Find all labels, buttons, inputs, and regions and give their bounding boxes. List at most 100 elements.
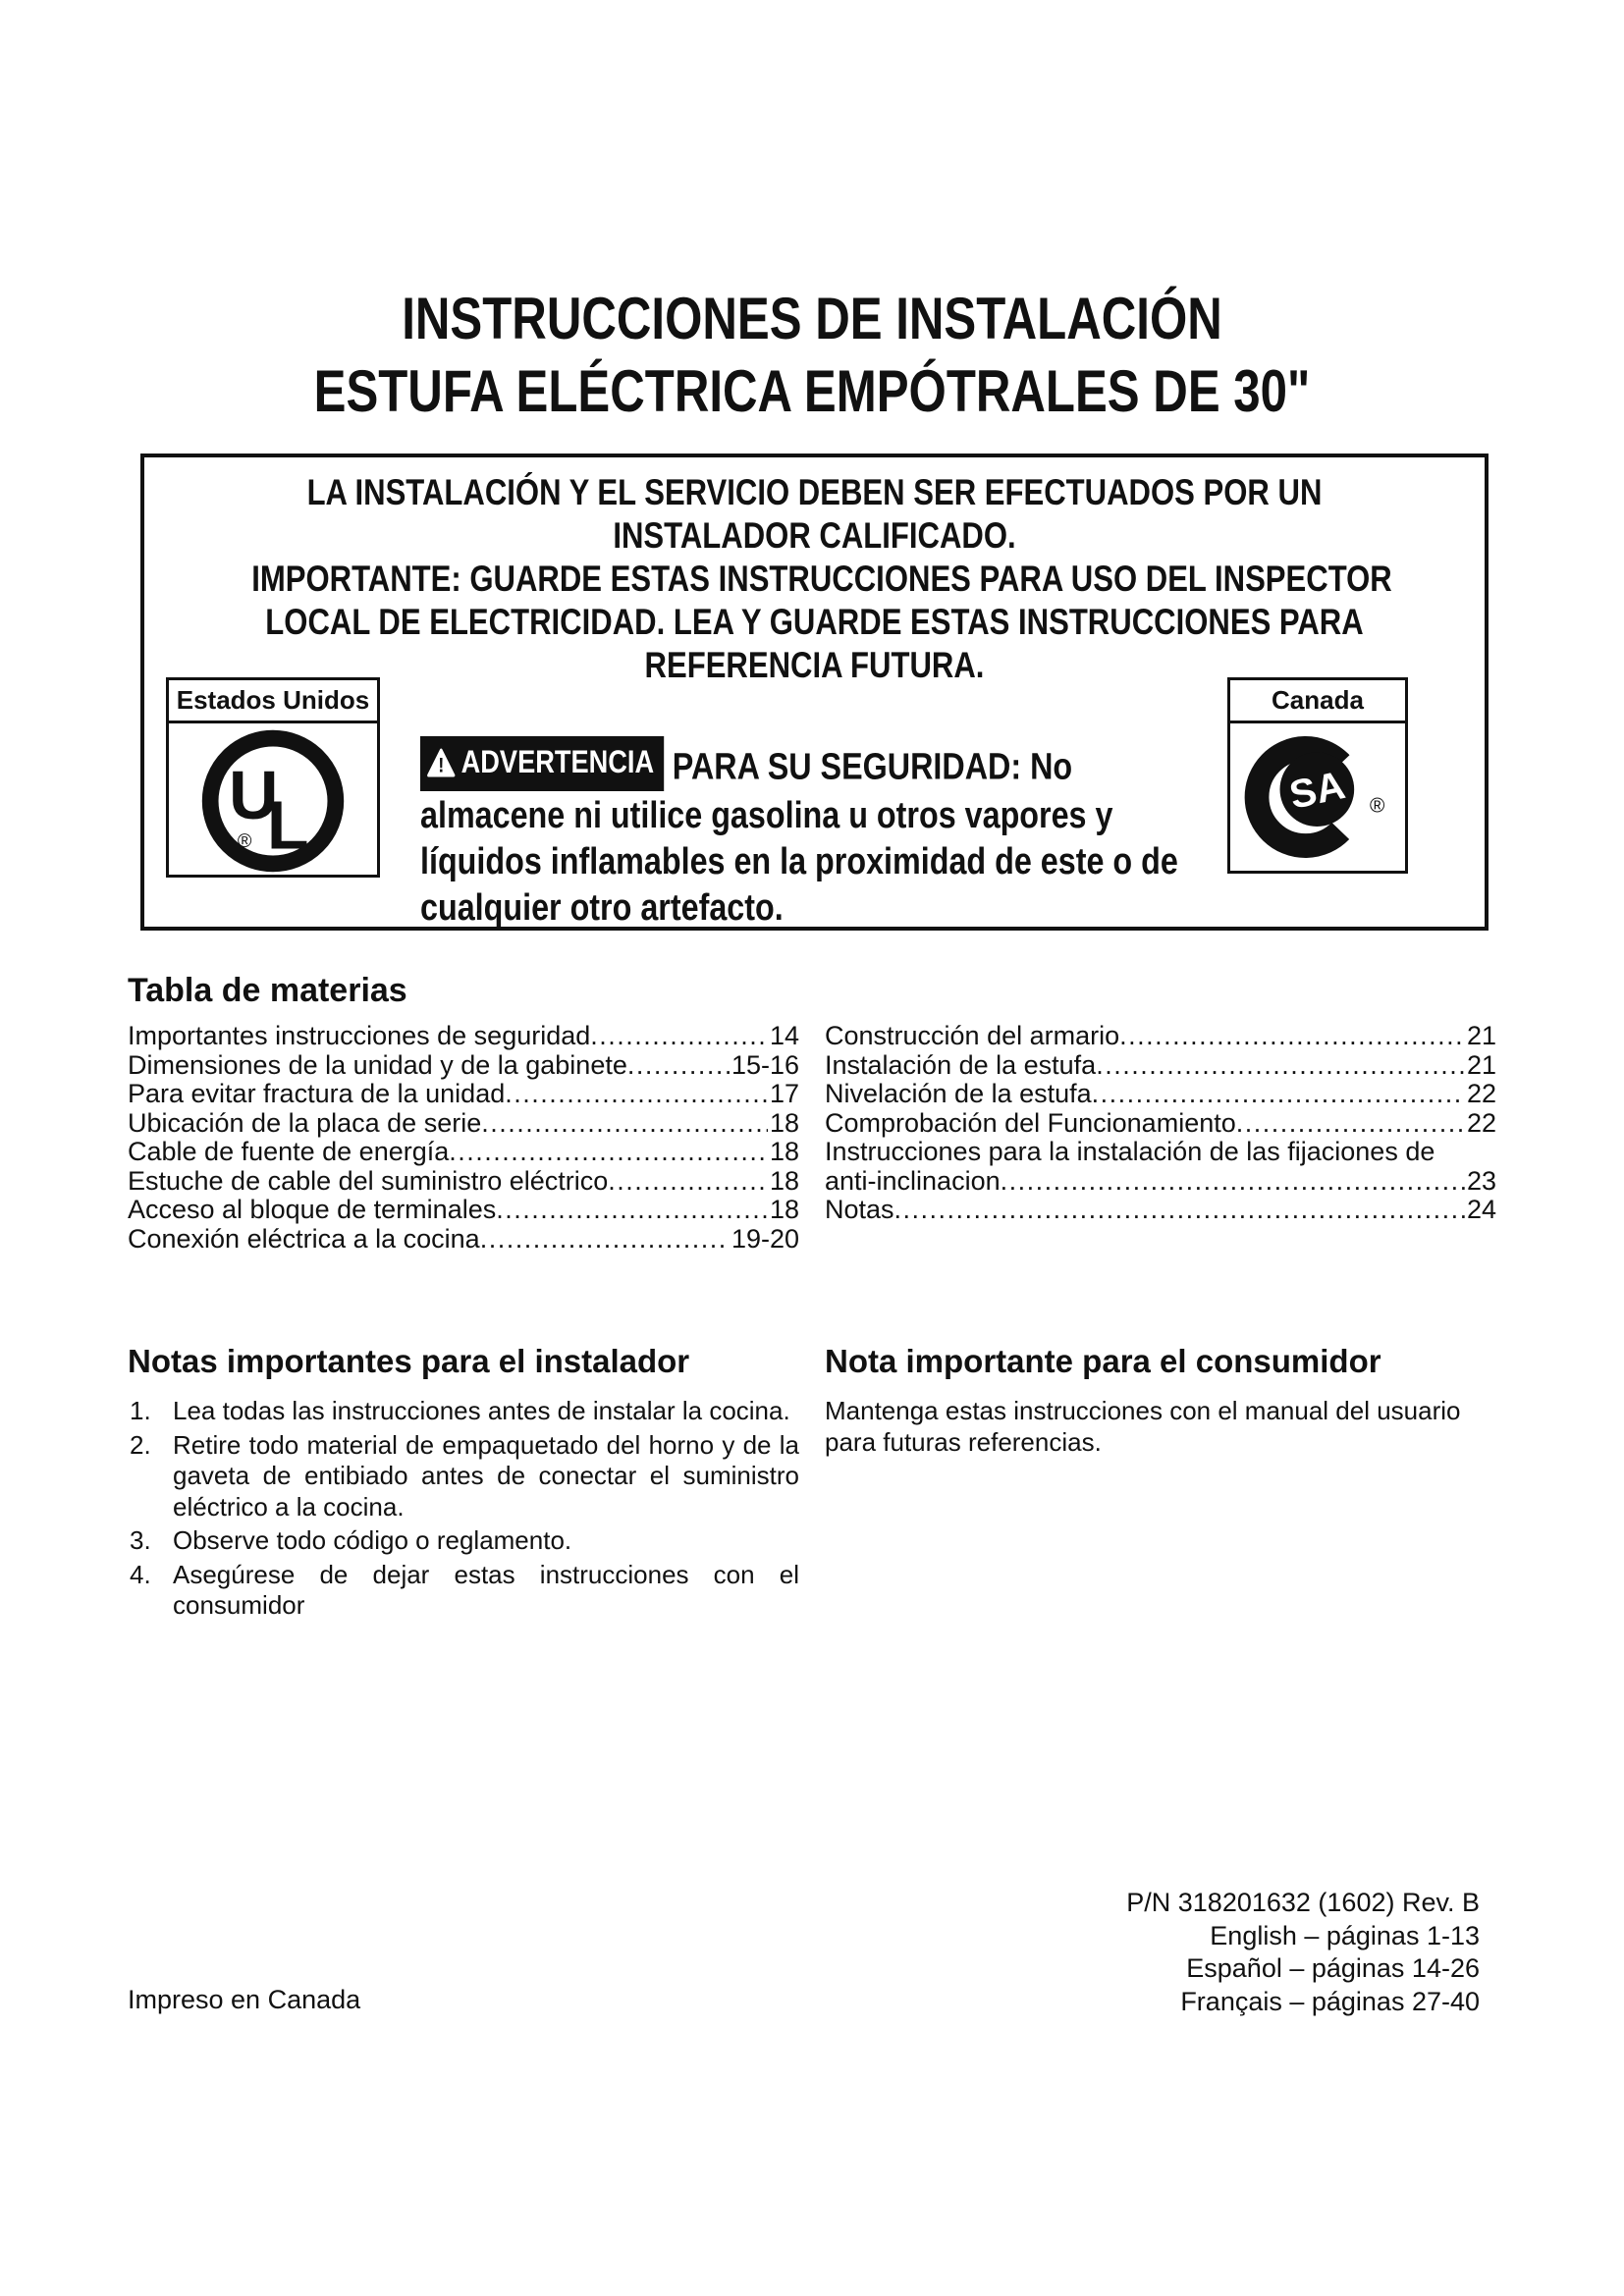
toc-entry: Ubicación de la placa de serie 18 [128,1107,799,1139]
toc-dot-leader [894,1196,1465,1225]
installer-note-item: Asegúrese de dejar estas instrucciones c… [130,1559,799,1621]
toc-dot-leader [627,1051,730,1081]
toc-dot-leader [480,1225,730,1255]
toc-dot-leader [1096,1051,1465,1081]
toc-left-column: Importantes instrucciones de seguridad 14… [128,1021,799,1255]
advertencia-badge-label: ADVERTENCIA [460,744,655,779]
toc-entry: anti-inclinacion 23 [825,1165,1496,1197]
warning-box-line: INSTALADOR CALIFICADO. [613,515,1016,556]
csa-logo-icon: SA ® [1244,736,1385,858]
toc-entry-page: 15-16 [731,1049,799,1080]
toc-entry: Construcción del armario 21 [825,1021,1496,1051]
installer-note-item: Lea todas las instrucciones antes de ins… [130,1396,790,1426]
toc-entry-page: 18 [769,1107,799,1138]
toc-entry: Importantes instrucciones de seguridad 14 [128,1021,799,1051]
footer-right-block: P/N 318201632 (1602) Rev. B English – pá… [128,1887,1480,2018]
toc-entry-title: Cable de fuente de energía [128,1137,450,1166]
toc-entry-page: 14 [769,1021,799,1050]
toc-dot-leader [449,1138,768,1167]
csa-letters: SA [1285,762,1348,818]
toc-dot-leader [590,1022,768,1051]
toc-entry: Comprobación del Funcionamiento 22 [825,1107,1496,1139]
page-footer: P/N 318201632 (1602) Rev. B English – pá… [128,1887,1480,2018]
toc-dot-leader [1001,1167,1465,1197]
page-title: INSTRUCCIONES DE INSTALACIÓN ESTUFA ELÉC… [0,283,1624,428]
toc-heading: Tabla de materias [128,972,407,1009]
table-of-contents: Tabla de materias Importantes instruccio… [128,972,1496,1254]
toc-entry-title: Conexión eléctrica a la cocina [128,1223,480,1254]
toc-entry-title: anti-inclinacion [825,1165,1001,1196]
safety-text: PARA SU SEGURIDAD: No almacene ni utilic… [420,746,1178,930]
notes-section: Notas importantes para el instalador Lea… [128,1343,1496,1625]
advertencia-badge: ! ADVERTENCIA [420,736,665,791]
page-title-line-2: ESTUFA ELÉCTRICA EMPÓTRALES DE 30" [313,358,1311,424]
advertencia-paragraph: ! ADVERTENCIA PARA SU SEGURIDAD: No alma… [420,736,1221,932]
toc-entry: Notas 24 [825,1195,1496,1225]
installer-notes-heading: Notas importantes para el instalador [128,1343,690,1379]
warning-box-line: REFERENCIA FUTURA. [644,645,985,685]
toc-dot-leader [608,1167,768,1197]
consumer-note: Nota importante para el consumidor Mante… [825,1343,1496,1625]
toc-entry-title: Dimensiones de la unidad y de la gabinet… [128,1049,627,1080]
toc-entry: Para evitar fractura de la unidad 17 [128,1079,799,1109]
toc-dot-leader [1119,1022,1465,1051]
toc-entry-page: 24 [1466,1195,1496,1224]
toc-entry: Dimensiones de la unidad y de la gabinet… [128,1049,799,1081]
toc-entry: Estuche de cable del suministro eléctric… [128,1165,799,1197]
toc-entry: Acceso al bloque de terminales 18 [128,1195,799,1225]
csa-certification-box: Canada SA ® [1227,677,1408,874]
toc-entry-page: 18 [769,1165,799,1196]
installer-note-item: Retire todo material de empaquetado del … [130,1429,799,1522]
installer-notes-list: Lea todas las instrucciones antes de ins… [128,1396,799,1622]
toc-entry-title: Nivelación de la estufa [825,1079,1092,1108]
ul-letter-l: L [267,787,309,864]
installer-notes: Notas importantes para el instalador Lea… [128,1343,799,1625]
warning-box-line: LA INSTALACIÓN Y EL SERVICIO DEBEN SER E… [306,472,1323,512]
toc-entry: Cable de fuente de energía 18 [128,1137,799,1167]
toc-entry-page: 22 [1466,1079,1496,1108]
consumer-note-text: Mantenga estas instrucciones con el manu… [825,1396,1461,1457]
consumer-note-heading: Nota importante para el consumidor [825,1343,1381,1379]
toc-entry-title: Estuche de cable del suministro eléctric… [128,1165,609,1196]
warning-box-text: LA INSTALACIÓN Y EL SERVICIO DEBEN SER E… [144,471,1485,687]
toc-dot-leader [1092,1080,1465,1109]
toc-entry-page: 19-20 [731,1223,799,1254]
toc-entry: Instrucciones para la instalación de las… [825,1137,1435,1166]
warning-triangle-icon: ! [427,748,456,777]
ul-logo-icon: U L ® [201,729,345,873]
toc-entry-page: 22 [1466,1107,1496,1138]
ul-certification-box: Estados Unidos U L ® [166,677,380,878]
warning-box-line: LOCAL DE ELECTRICIDAD. LEA Y GUARDE ESTA… [265,602,1364,642]
toc-entry-title: Instalación de la estufa [825,1049,1097,1080]
toc-entry-page: 21 [1466,1049,1496,1080]
toc-entry-title: Para evitar fractura de la unidad [128,1079,506,1108]
toc-entry-title: Acceso al bloque de terminales [128,1195,497,1224]
toc-entry-title: Ubicación de la placa de serie [128,1107,482,1138]
warning-box-line: IMPORTANTE: GUARDE ESTAS INSTRUCCIONES P… [251,559,1392,599]
ul-registered-mark: ® [238,830,252,852]
footer-part-number: P/N 318201632 (1602) Rev. B [1126,1888,1480,1917]
csa-certification-label: Canada [1230,680,1405,723]
toc-entry: Instalación de la estufa 21 [825,1049,1496,1081]
toc-entry-page: 23 [1466,1165,1496,1196]
toc-entry-title: Comprobación del Funcionamiento [825,1107,1236,1138]
ul-letter-u: U [229,757,278,833]
footer-lang-francais: Français – páginas 27-40 [1180,1986,1480,2016]
toc-entry-page: 21 [1466,1021,1496,1050]
toc-dot-leader [1236,1109,1465,1139]
toc-entry: Conexión eléctrica a la cocina 19-20 [128,1223,799,1255]
safety-warning-box: LA INSTALACIÓN Y EL SERVICIO DEBEN SER E… [140,454,1489,931]
toc-entry-title: Importantes instrucciones de seguridad [128,1021,591,1050]
toc-dot-leader [481,1109,768,1139]
footer-printed-in: Impreso en Canada [128,1984,361,2014]
page-title-line-1: INSTRUCCIONES DE INSTALACIÓN [402,286,1222,351]
toc-entry-title: Construcción del armario [825,1021,1120,1050]
ul-certification-label: Estados Unidos [169,680,377,723]
toc-entry-page: 18 [769,1137,799,1166]
footer-lang-english: English – páginas 1-13 [1210,1920,1480,1950]
toc-entry-page: 18 [769,1195,799,1224]
toc-entry-title: Notas [825,1195,894,1224]
warning-exclamation: ! [438,754,444,777]
toc-right-column: Construcción del armario 21 Instalación … [825,1021,1496,1254]
footer-lang-espanol: Español – páginas 14-26 [1186,1953,1480,1983]
